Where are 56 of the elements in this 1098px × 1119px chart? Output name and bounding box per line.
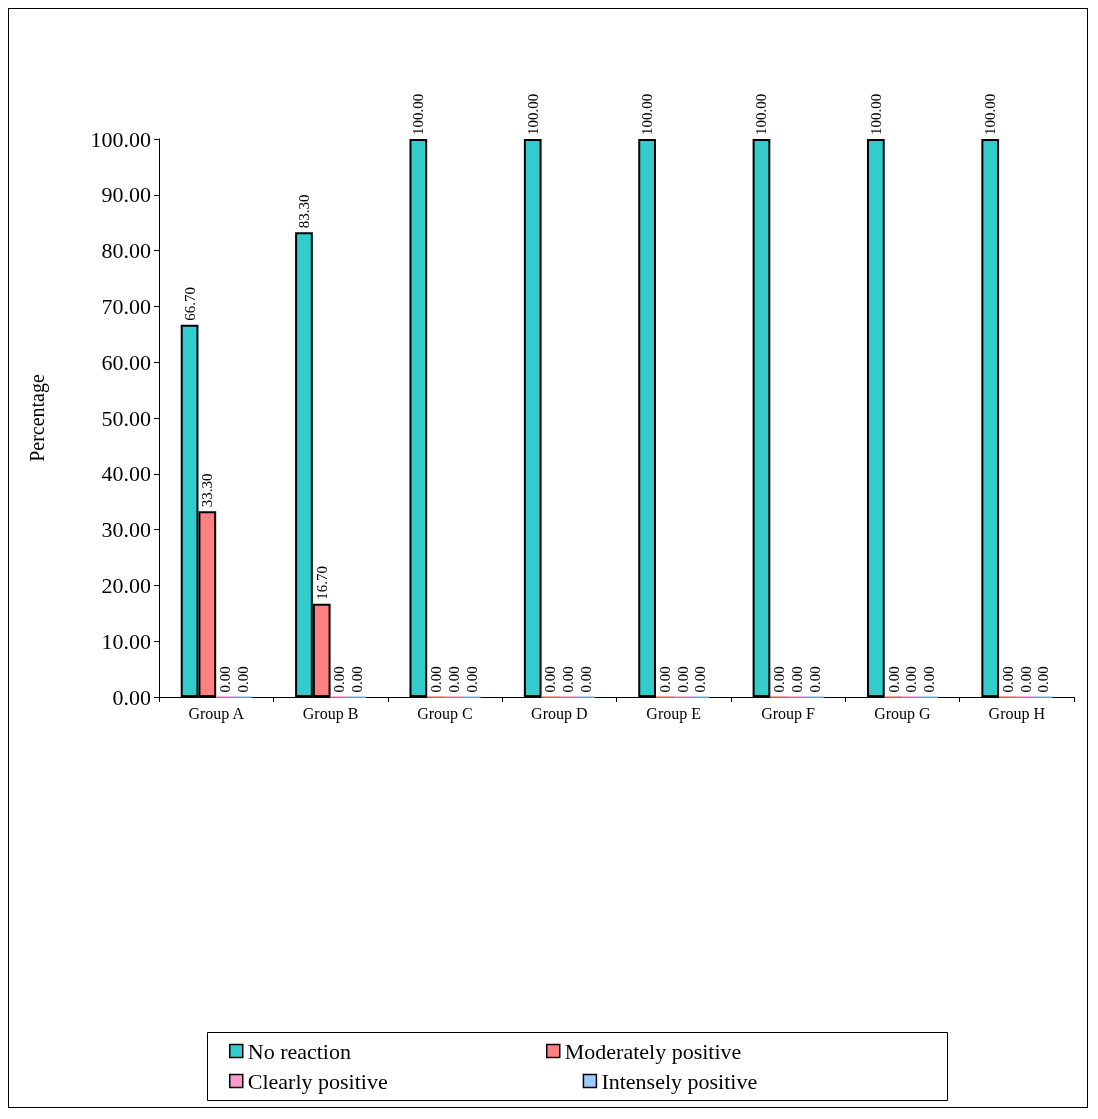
data-label: 0.00: [771, 666, 788, 693]
data-label: 0.00: [806, 666, 823, 693]
data-label: 0.00: [788, 666, 805, 693]
data-label: 0.00: [428, 666, 445, 693]
data-label: 0.00: [674, 666, 691, 693]
y-tick-label: 90.00: [101, 182, 151, 208]
y-tick-label: 20.00: [101, 572, 151, 598]
x-tick-label: Group A: [188, 704, 245, 723]
data-label: 0.00: [692, 666, 709, 693]
y-tick-label: 70.00: [101, 293, 151, 319]
x-tick-label: Group F: [761, 704, 816, 723]
data-label: 0.00: [560, 666, 577, 693]
x-tick-label: Group D: [531, 704, 588, 723]
y-tick-label: 100.00: [90, 126, 151, 152]
data-label: 0.00: [577, 666, 594, 693]
data-label: 100.00: [982, 93, 999, 135]
legend-label: No reaction: [247, 1038, 351, 1064]
x-tick-label: Group E: [646, 704, 702, 723]
data-label: 0.00: [903, 666, 920, 693]
data-label: 100.00: [639, 93, 656, 135]
data-label: 83.30: [295, 194, 312, 229]
data-label: 0.00: [445, 666, 462, 693]
data-label: 0.00: [921, 666, 938, 693]
legend-label: Intensely positive: [601, 1068, 758, 1094]
y-tick-label: 80.00: [101, 238, 151, 264]
x-tick-label: Group C: [417, 704, 473, 723]
data-label: 100.00: [410, 93, 427, 135]
y-tick-label: 60.00: [101, 349, 151, 375]
legend-label: Clearly positive: [247, 1068, 388, 1094]
data-label: 0.00: [999, 666, 1016, 693]
x-tick-label: Group B: [302, 704, 359, 723]
y-tick-label: 50.00: [101, 405, 151, 431]
data-label: 100.00: [867, 93, 884, 135]
x-tick-label: Group G: [874, 704, 932, 723]
data-label: 0.00: [463, 666, 480, 693]
data-label: 0.00: [331, 666, 348, 693]
data-label: 0.00: [217, 666, 234, 693]
data-label: 100.00: [753, 93, 770, 135]
legend-label: Moderately positive: [564, 1038, 742, 1064]
y-tick-label: 40.00: [101, 461, 151, 487]
data-label: 0.00: [656, 666, 673, 693]
data-label: 0.00: [542, 666, 559, 693]
y-tick-label: 10.00: [101, 628, 151, 654]
data-label: 66.70: [181, 287, 198, 321]
y-tick-label: 30.00: [101, 517, 151, 543]
data-label: 16.70: [313, 566, 330, 600]
data-label: 0.00: [349, 666, 366, 693]
x-tick-label: Group H: [988, 704, 1046, 723]
data-label: 33.30: [199, 473, 216, 508]
data-label: 0.00: [234, 666, 251, 693]
y-axis-title: Percentage: [26, 374, 49, 462]
data-label: 0.00: [1017, 666, 1034, 693]
data-label: 100.00: [524, 93, 541, 135]
data-label: 0.00: [1035, 666, 1052, 693]
data-label: 0.00: [885, 666, 902, 693]
y-tick-label: 0.00: [112, 684, 151, 710]
